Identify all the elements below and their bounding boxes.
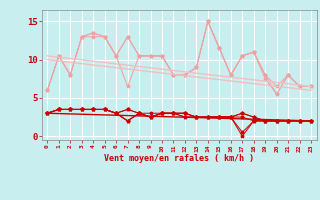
X-axis label: Vent moyen/en rafales ( km/h ): Vent moyen/en rafales ( km/h ) — [104, 154, 254, 163]
